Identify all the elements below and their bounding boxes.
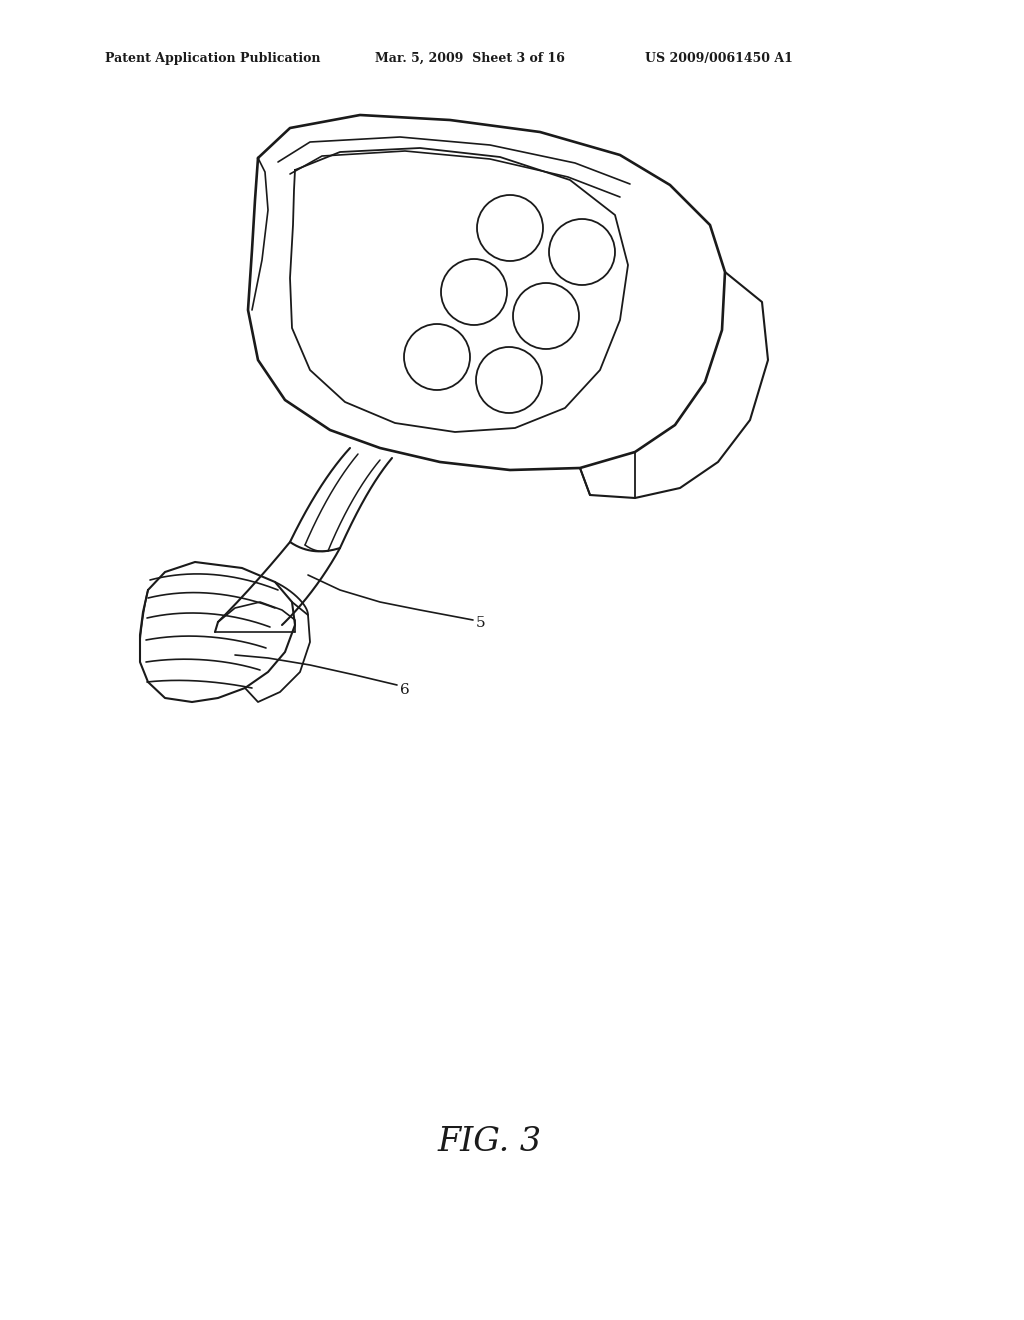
Text: 5: 5 [476, 616, 485, 630]
Text: Mar. 5, 2009  Sheet 3 of 16: Mar. 5, 2009 Sheet 3 of 16 [375, 51, 565, 65]
Text: 6: 6 [400, 682, 410, 697]
Text: Patent Application Publication: Patent Application Publication [105, 51, 321, 65]
Text: US 2009/0061450 A1: US 2009/0061450 A1 [645, 51, 793, 65]
Text: FIG. 3: FIG. 3 [438, 1126, 542, 1158]
